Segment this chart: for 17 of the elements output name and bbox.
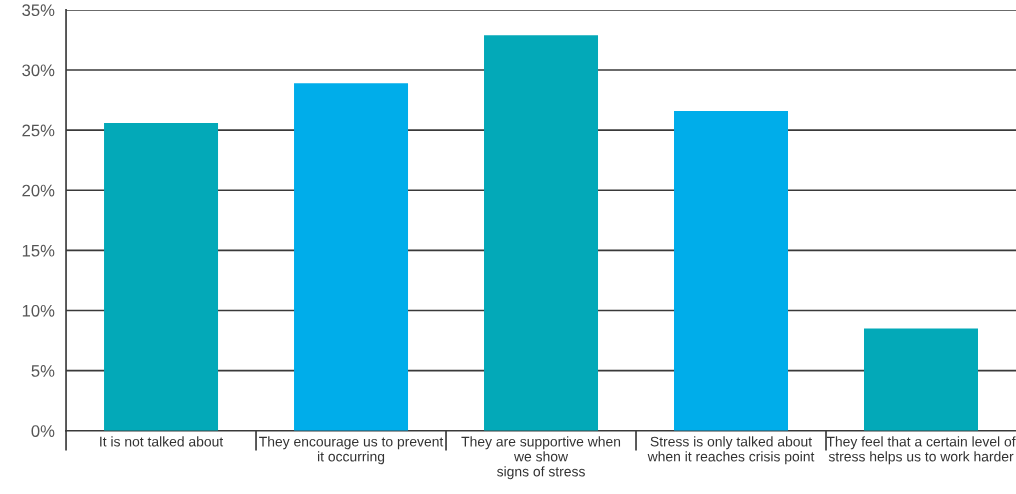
bar [864, 328, 978, 431]
y-tick-label: 10% [22, 304, 55, 317]
y-tick-label: 20% [22, 184, 55, 197]
y-tick-label: 15% [22, 244, 55, 257]
y-tick-label: 0% [31, 425, 55, 437]
x-tick-label: It is not talked about [100, 436, 224, 447]
y-tick-label: 5% [31, 365, 55, 377]
bar [674, 110, 789, 431]
x-tick-label: They are supportive when we show signs of stress [461, 436, 621, 480]
bar [294, 83, 409, 431]
y-tick-label: 25% [22, 124, 55, 137]
y-tick-label: 35% [22, 4, 55, 17]
bar [104, 122, 219, 431]
x-tick-label: Stress is only talked about when it reaches crisis point [647, 436, 815, 465]
bar [484, 35, 599, 431]
y-tick-label: 30% [22, 64, 55, 77]
x-tick-label: They encourage us to prevent it occurring [259, 436, 444, 465]
